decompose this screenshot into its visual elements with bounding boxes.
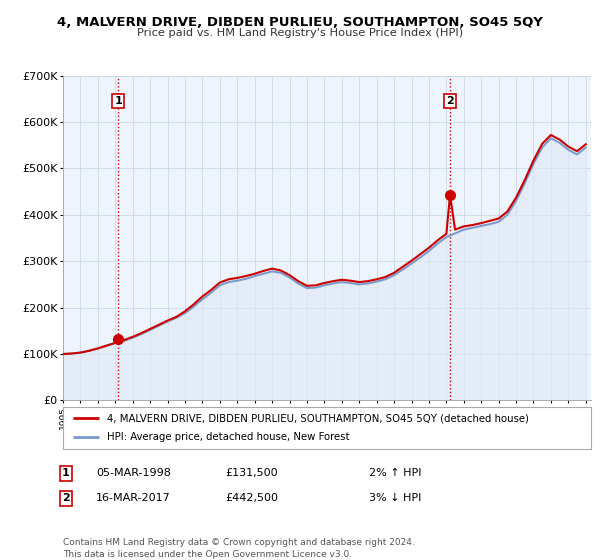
Text: 2: 2 [446, 96, 454, 106]
Text: 2: 2 [62, 493, 70, 503]
Text: HPI: Average price, detached house, New Forest: HPI: Average price, detached house, New … [107, 432, 349, 442]
Text: 4, MALVERN DRIVE, DIBDEN PURLIEU, SOUTHAMPTON, SO45 5QY (detached house): 4, MALVERN DRIVE, DIBDEN PURLIEU, SOUTHA… [107, 413, 529, 423]
Text: £442,500: £442,500 [225, 493, 278, 503]
Text: 2% ↑ HPI: 2% ↑ HPI [369, 468, 421, 478]
Text: Contains HM Land Registry data © Crown copyright and database right 2024.
This d: Contains HM Land Registry data © Crown c… [63, 538, 415, 559]
Text: 1: 1 [62, 468, 70, 478]
Text: £131,500: £131,500 [225, 468, 278, 478]
Text: 16-MAR-2017: 16-MAR-2017 [96, 493, 171, 503]
Text: 3% ↓ HPI: 3% ↓ HPI [369, 493, 421, 503]
Text: 1: 1 [115, 96, 122, 106]
Text: 05-MAR-1998: 05-MAR-1998 [96, 468, 171, 478]
Text: 4, MALVERN DRIVE, DIBDEN PURLIEU, SOUTHAMPTON, SO45 5QY: 4, MALVERN DRIVE, DIBDEN PURLIEU, SOUTHA… [57, 16, 543, 29]
Text: Price paid vs. HM Land Registry's House Price Index (HPI): Price paid vs. HM Land Registry's House … [137, 28, 463, 38]
